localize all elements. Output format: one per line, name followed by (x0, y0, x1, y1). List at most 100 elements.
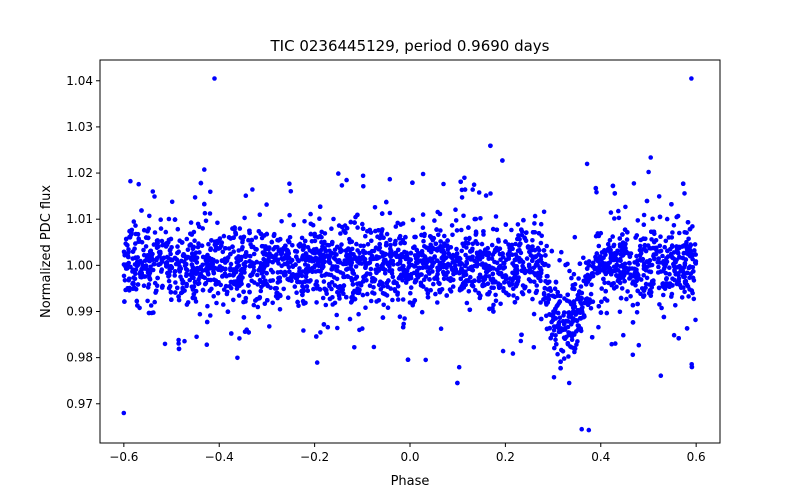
data-point (662, 244, 667, 250)
data-point (422, 260, 428, 266)
data-point (611, 286, 617, 291)
data-point (454, 251, 460, 256)
data-point (455, 380, 460, 386)
data-point (433, 291, 438, 297)
data-point (537, 265, 543, 271)
data-point (599, 257, 604, 263)
data-point (348, 251, 354, 256)
data-point (336, 293, 342, 298)
data-point (575, 308, 581, 313)
data-point (146, 258, 152, 263)
data-point (216, 246, 221, 251)
data-point (610, 281, 615, 287)
data-point (194, 255, 200, 261)
data-point (314, 360, 320, 365)
data-point (553, 337, 558, 343)
data-point (331, 255, 337, 261)
data-point (658, 269, 664, 274)
data-point (344, 267, 349, 272)
data-point (434, 227, 439, 232)
data-point (676, 336, 681, 341)
data-point (370, 276, 376, 281)
data-point (491, 309, 496, 314)
y-tick-label: 1.02 (66, 166, 93, 180)
data-point (674, 244, 679, 249)
data-point (335, 325, 340, 331)
data-point (333, 264, 338, 269)
data-point (567, 299, 572, 304)
data-point (470, 187, 476, 192)
data-point (420, 212, 426, 217)
data-point (474, 259, 480, 265)
data-point (675, 271, 681, 276)
data-point (584, 300, 590, 305)
data-point (243, 260, 248, 265)
data-point (469, 282, 475, 288)
data-point (190, 251, 195, 256)
data-point (354, 274, 360, 280)
data-point (159, 269, 164, 274)
data-point (473, 216, 479, 222)
data-point (257, 295, 263, 300)
data-point (355, 212, 360, 218)
data-point (417, 259, 422, 264)
data-point (628, 294, 633, 299)
data-point (571, 271, 577, 277)
data-point (125, 286, 131, 291)
data-point (690, 275, 696, 281)
data-point (476, 278, 482, 284)
data-point (141, 283, 147, 289)
data-point (258, 261, 263, 266)
data-point (684, 270, 690, 276)
data-point (434, 248, 440, 253)
data-point (606, 280, 611, 286)
data-point (405, 357, 411, 363)
data-point (183, 266, 189, 272)
data-point (358, 243, 364, 249)
data-point (356, 281, 362, 286)
data-point (566, 354, 571, 359)
data-point (453, 266, 459, 272)
data-point (217, 264, 223, 269)
data-point (511, 275, 517, 281)
data-point (135, 259, 140, 265)
data-point (247, 289, 252, 295)
data-point (390, 297, 395, 303)
data-point (349, 239, 355, 244)
data-point (318, 269, 323, 274)
data-point (374, 262, 380, 268)
data-point (400, 273, 406, 279)
data-point (122, 278, 128, 283)
data-point (317, 249, 323, 255)
data-point (196, 281, 202, 286)
data-point (620, 253, 626, 258)
data-point (674, 281, 680, 287)
data-point (313, 282, 319, 287)
data-point (404, 253, 410, 258)
data-point (562, 336, 568, 342)
data-point (238, 257, 244, 263)
data-point (648, 263, 653, 268)
data-point (251, 251, 257, 257)
data-point (514, 295, 520, 301)
data-point (197, 311, 203, 317)
data-point (233, 279, 239, 284)
data-point (311, 247, 317, 252)
data-point (174, 257, 180, 262)
data-point (467, 307, 473, 313)
data-point (330, 302, 336, 307)
data-point (202, 281, 208, 287)
data-point (555, 310, 561, 316)
data-point (367, 283, 373, 289)
data-point (286, 277, 292, 283)
data-point (328, 272, 334, 278)
data-point (121, 410, 127, 416)
data-point (234, 260, 239, 265)
data-point (378, 287, 384, 292)
data-point (211, 294, 216, 299)
data-point (500, 158, 505, 163)
data-point (678, 285, 684, 290)
data-point (557, 299, 563, 304)
data-point (659, 305, 664, 311)
data-point (664, 255, 669, 261)
